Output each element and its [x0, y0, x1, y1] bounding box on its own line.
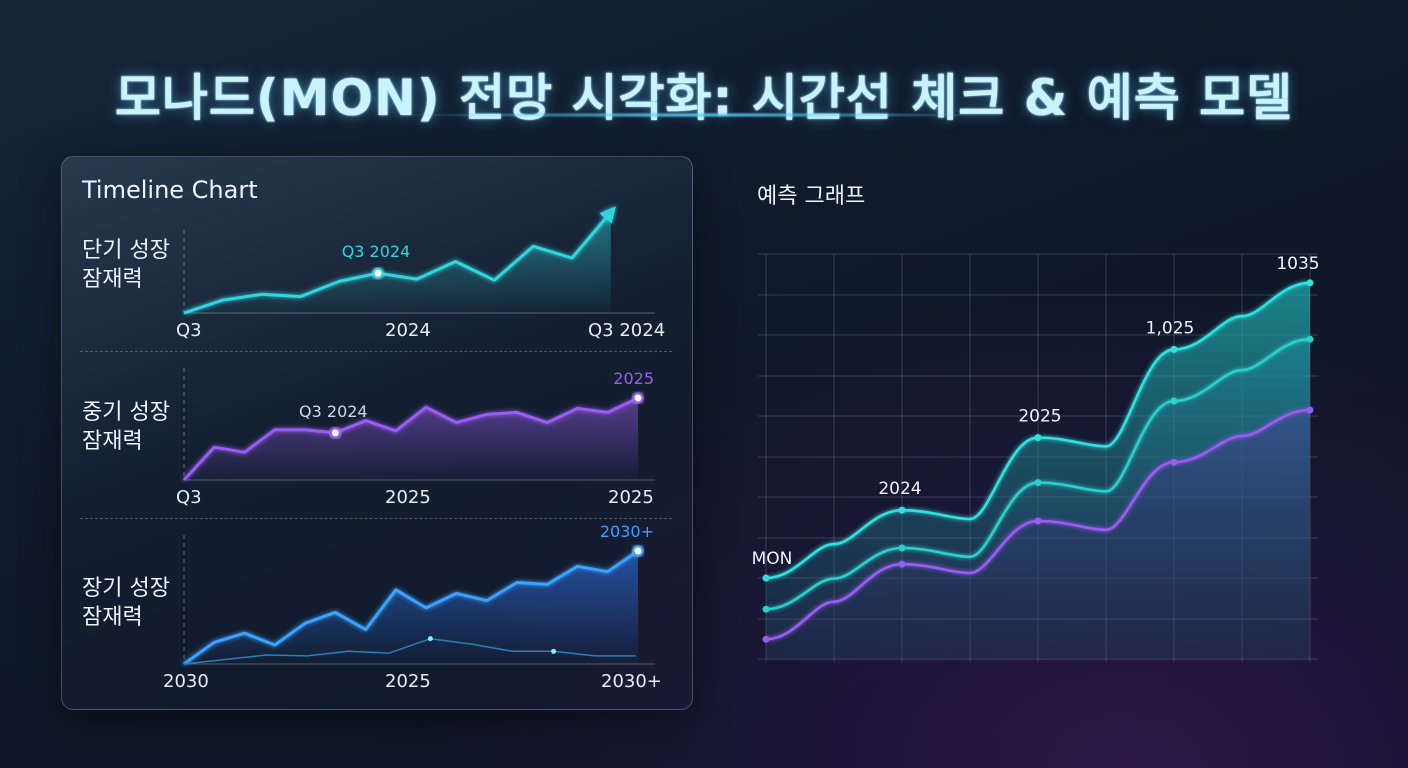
forecast-point [1170, 345, 1178, 353]
forecast-label: 2024 [878, 479, 921, 499]
row-label-mid: 중기 성장 잠재력 [82, 398, 170, 456]
row-label-mid-line1: 중기 성장 [82, 400, 170, 425]
row-separator [80, 351, 672, 352]
forecast-label: MON [752, 549, 793, 569]
timeline-panel-title: Timeline Chart [82, 176, 258, 204]
tick-label: 2025 [385, 487, 431, 508]
data-point-marker [632, 545, 644, 557]
row-label-long: 장기 성장 잠재력 [82, 574, 170, 632]
forecast-point [1034, 517, 1042, 525]
trend-arrow [599, 206, 616, 224]
annotation-label: Q3 2024 [342, 242, 411, 261]
tick-label: 2030+ [601, 671, 662, 692]
row-label-short-line1: 단기 성장 [82, 238, 170, 263]
minor-point [551, 648, 557, 654]
forecast-label: 2025 [1018, 407, 1061, 427]
forecast-point [1034, 479, 1042, 487]
series-area [184, 212, 611, 313]
tick-label: 2025 [385, 671, 431, 692]
secondary-series-line [183, 637, 636, 665]
forecast-point [1306, 279, 1314, 287]
tick-label: 2025 [608, 487, 654, 508]
tick-label: 2024 [385, 320, 431, 341]
forecast-point [1034, 434, 1042, 442]
series-line [183, 211, 612, 315]
forecast-title: 예측 그래프 [757, 184, 866, 209]
annotation-label: Q3 2024 [299, 402, 368, 421]
forecast-point [1170, 458, 1178, 466]
tick-label: 2030 [163, 671, 209, 692]
series-line [182, 396, 639, 482]
row-label-long-line1: 장기 성장 [82, 576, 170, 601]
series-line [183, 549, 639, 666]
forecast-label: 1035 [1276, 254, 1319, 274]
forecast-point [762, 605, 770, 613]
title-glow [390, 112, 1010, 118]
minor-point [427, 636, 433, 642]
annotation-label: 2030+ [600, 522, 654, 541]
forecast-point [1170, 397, 1178, 405]
series-area [184, 398, 638, 480]
series-area [184, 550, 638, 664]
tick-label: Q3 [176, 320, 202, 341]
row-label-short-line2: 잠재력 [82, 267, 143, 292]
row-separator [80, 518, 672, 519]
forecast-point [762, 635, 770, 643]
data-point-marker [329, 427, 341, 439]
forecast-point [1306, 406, 1314, 414]
forecast-label: 1,025 [1146, 318, 1195, 338]
forecast-point [898, 560, 906, 568]
row-label-mid-line2: 잠재력 [82, 429, 143, 454]
row-label-long-line2: 잠재력 [82, 605, 143, 630]
tick-label: Q3 [176, 487, 202, 508]
forecast-area [766, 410, 1310, 660]
data-point-marker [372, 267, 384, 279]
row-label-short: 단기 성장 잠재력 [82, 236, 170, 294]
annotation-label: 2025 [613, 369, 654, 388]
forecast-point [762, 574, 770, 582]
forecast-point [898, 544, 906, 552]
data-point-marker [632, 392, 644, 404]
forecast-point [1306, 335, 1314, 343]
tick-label: Q3 2024 [588, 320, 666, 341]
forecast-point [898, 506, 906, 514]
